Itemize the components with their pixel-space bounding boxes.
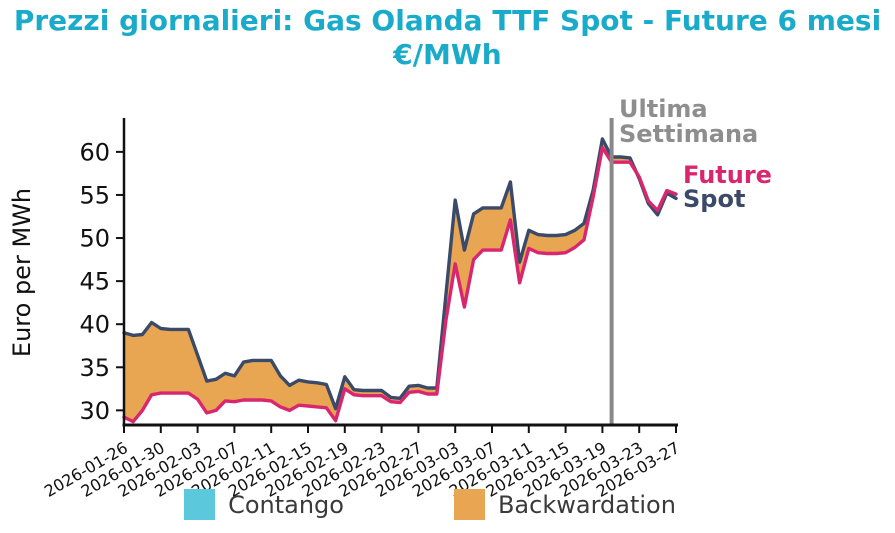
y-tick-label: 55 [79,181,110,209]
future-series-label: Future [683,161,772,189]
legend: Contango Backwardation [0,489,860,520]
chart-title: Prezzi giornalieri: Gas Olanda TTF Spot … [0,4,895,72]
legend-label-contango: Contango [228,490,344,519]
y-tick-label: 50 [79,225,110,253]
vline-annotation-line2: Settimana [619,120,759,148]
vline-annotation: Ultima Settimana [619,97,758,147]
chart-title-line2: €/MWh [393,38,502,71]
legend-item-backwardation: Backwardation [453,489,676,520]
backwardation-swatch-icon [453,489,485,520]
y-tick-label: 45 [79,268,110,296]
vline-annotation-line1: Ultima [619,95,708,123]
chart-title-line1: Prezzi giornalieri: Gas Olanda TTF Spot … [13,4,882,37]
contango-swatch-icon [184,489,216,520]
y-tick-label: 30 [79,397,110,425]
legend-item-contango: Contango [184,489,344,520]
backwardation-area [124,139,637,422]
legend-label-backwardation: Backwardation [497,490,676,519]
y-axis-title: Euro per MWh [8,188,36,357]
future-line [122,145,678,424]
y-tick-label: 35 [79,354,110,382]
spot-line [122,137,678,411]
spot-series-label: Spot [683,185,746,213]
y-tick-label: 60 [79,138,110,166]
y-tick-label: 40 [79,311,110,339]
